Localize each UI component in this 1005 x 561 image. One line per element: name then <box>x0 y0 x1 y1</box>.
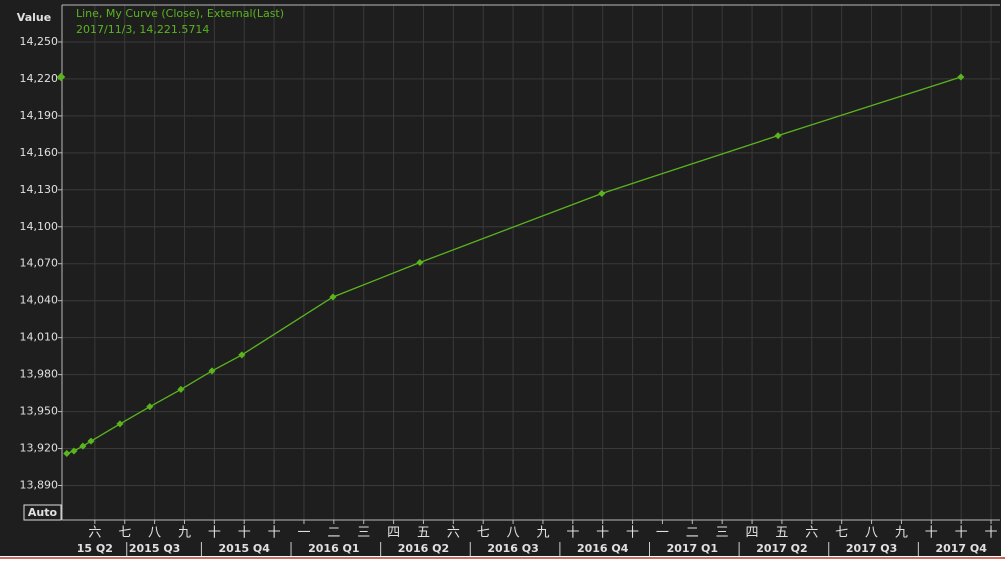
y-tick-label: 14,010 <box>20 331 59 344</box>
x-tick-label: 四 <box>387 526 400 541</box>
x-tick-label: 五 <box>417 526 430 541</box>
quarter-label: 2015 Q4 <box>218 542 270 555</box>
x-tick-label: 五 <box>775 526 788 541</box>
x-tick-label: 九 <box>895 526 908 541</box>
x-tick-label: 三 <box>716 526 729 541</box>
quarter-label: 2015 Q3 <box>129 542 180 555</box>
point <box>208 367 216 375</box>
y-tick-label: 14,160 <box>20 146 59 159</box>
x-tick-label: 八 <box>865 526 878 541</box>
x-tick-label: 六 <box>447 526 460 541</box>
auto-button-label[interactable]: Auto <box>28 506 58 519</box>
point <box>87 437 95 445</box>
x-tick-label: 八 <box>507 526 520 541</box>
point <box>957 73 965 81</box>
point <box>416 258 424 267</box>
quarter-label: 2017 Q2 <box>756 542 807 555</box>
y-tick-label: 14,070 <box>20 257 59 270</box>
x-tick-label: 七 <box>835 526 848 541</box>
point <box>329 293 337 301</box>
last-value-marker <box>56 72 66 82</box>
y-tick-label: 13,950 <box>20 405 59 418</box>
point <box>238 351 246 359</box>
y-tick-label: 14,250 <box>20 35 59 48</box>
y-tick-label: 14,220 <box>20 72 59 85</box>
auto-button[interactable] <box>23 504 62 521</box>
x-tick-label: 二 <box>327 526 340 541</box>
point <box>63 449 71 458</box>
x-tick-label: 四 <box>746 526 759 541</box>
point <box>598 189 606 198</box>
x-tick-label: 十 <box>985 526 998 541</box>
readout: 2017/11/3, 14,221.5714 <box>76 23 209 36</box>
grid <box>62 5 1000 520</box>
point <box>116 420 124 428</box>
x-tick-label: 九 <box>536 526 549 541</box>
quarter-label: 2016 Q1 <box>308 542 359 555</box>
x-tick-label: 十 <box>238 526 251 541</box>
y-tick-label: 14,130 <box>20 183 59 196</box>
x-tick-label: 十 <box>596 526 609 541</box>
x-tick-label: 七 <box>477 526 490 541</box>
x-tick-label: 十 <box>268 526 281 541</box>
x-tick-label: 一 <box>656 526 669 541</box>
x-tick-label: 十 <box>566 526 579 541</box>
x-tick-label: 三 <box>357 526 370 541</box>
point <box>79 442 87 450</box>
point <box>774 132 782 140</box>
x-tick-label: 八 <box>148 526 161 541</box>
y-tick-label: 14,100 <box>20 220 59 233</box>
quarter-label: 2016 Q4 <box>577 542 629 555</box>
x-tick-label: 二 <box>686 526 699 541</box>
y-tick-label: 13,920 <box>20 442 59 455</box>
y-tick-label: 13,980 <box>20 368 59 381</box>
y-tick-label: 14,040 <box>20 294 59 307</box>
quarter-label: 2017 Q4 <box>935 542 987 555</box>
quarter-label: 2016 Q2 <box>398 542 449 555</box>
y-tick-label: 14,190 <box>20 109 59 122</box>
quarter-label: 2017 Q3 <box>846 542 897 555</box>
point <box>177 385 185 393</box>
y-axis-title: Value <box>17 11 51 24</box>
x-tick-label: 一 <box>297 526 310 541</box>
quarter-label: 15 Q2 <box>77 542 113 555</box>
quarter-label: 2016 Q3 <box>487 542 538 555</box>
x-tick-label: 六 <box>88 526 101 541</box>
point <box>70 447 78 455</box>
quarter-label: 2017 Q1 <box>667 542 718 555</box>
x-tick-label: 十 <box>925 526 938 541</box>
x-tick-label: 六 <box>805 526 818 541</box>
point <box>146 403 154 411</box>
legend-title: Line, My Curve (Close), External(Last) <box>76 7 284 20</box>
x-tick-label: 九 <box>178 526 191 541</box>
x-tick-label: 十 <box>208 526 221 541</box>
x-tick-label: 十 <box>955 526 968 541</box>
x-tick-label: 七 <box>118 526 131 541</box>
y-tick-label: 13,890 <box>20 479 59 492</box>
x-tick-label: 十 <box>626 526 639 541</box>
